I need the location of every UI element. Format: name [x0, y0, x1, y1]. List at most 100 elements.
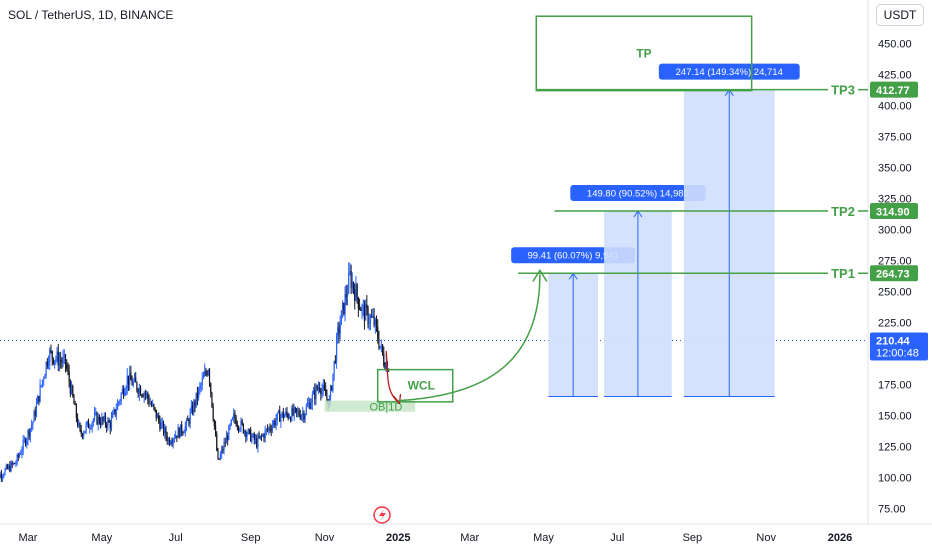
- candle-body: [223, 442, 225, 451]
- candle-body: [335, 336, 338, 363]
- candle-body: [161, 422, 163, 424]
- candle-body: [86, 421, 88, 425]
- candle-body: [188, 420, 190, 424]
- y-tick-label: 325.00: [878, 194, 912, 206]
- candle-body: [32, 422, 34, 426]
- candle-body: [293, 407, 295, 415]
- last-price-tag: [870, 332, 928, 361]
- candle-body: [337, 327, 339, 337]
- candle-body: [200, 384, 202, 387]
- candle-body: [153, 404, 155, 408]
- candle-body: [343, 302, 345, 314]
- candle-body: [222, 449, 224, 451]
- candle-body: [123, 389, 125, 396]
- candle-body: [136, 382, 138, 391]
- candle-body: [202, 376, 205, 379]
- lightning-icon[interactable]: [373, 506, 391, 524]
- candle-body: [338, 327, 340, 334]
- candle-body: [27, 430, 29, 440]
- candle-body: [1, 476, 4, 478]
- y-tick-label: 100.00: [878, 473, 912, 485]
- candle-body: [298, 411, 300, 416]
- x-tick-label: Sep: [683, 532, 703, 544]
- y-tick-label: 150.00: [878, 411, 912, 423]
- candle-body: [380, 344, 382, 347]
- candle-body: [316, 386, 318, 390]
- candle-body: [368, 322, 370, 324]
- symbol-title: SOL / TetherUS, 1D, BINANCE: [8, 8, 174, 22]
- candle-body: [369, 316, 372, 323]
- candle-body: [164, 428, 166, 434]
- candle-body: [218, 458, 220, 460]
- candle-body: [375, 319, 378, 327]
- candle-body: [361, 306, 363, 311]
- candle-body: [129, 372, 131, 385]
- candle-body: [26, 439, 28, 445]
- candle-body: [162, 422, 165, 434]
- candle-body: [100, 422, 102, 425]
- candle-body: [305, 406, 307, 415]
- candle-body: [358, 308, 361, 310]
- candle-body: [190, 405, 192, 413]
- candle-body: [281, 411, 283, 416]
- candle-body: [329, 386, 332, 400]
- candle-body: [210, 383, 212, 393]
- candle-body: [204, 371, 206, 377]
- candle-body: [211, 392, 213, 407]
- y-tick-label: 125.00: [878, 442, 912, 454]
- candle-body: [326, 395, 328, 400]
- candle-body: [317, 387, 320, 390]
- candle-body: [187, 419, 189, 421]
- candle-body: [181, 424, 183, 433]
- small-arrow-head: [393, 394, 402, 405]
- candle-body: [137, 390, 139, 394]
- candle-body: [44, 375, 46, 379]
- x-tick-label: Jul: [610, 532, 624, 544]
- candle-body: [302, 412, 304, 416]
- candle-body: [61, 361, 63, 363]
- candle-body: [279, 410, 281, 422]
- y-tick-label: 275.00: [878, 256, 912, 268]
- candle-body: [107, 420, 109, 428]
- candle-body: [20, 453, 22, 455]
- candle-body: [246, 434, 248, 437]
- candle-body: [112, 412, 114, 418]
- candle-body: [229, 424, 231, 426]
- candle-body: [183, 432, 185, 434]
- small-curved-arrow[interactable]: [385, 350, 400, 404]
- currency-button[interactable]: USDT: [876, 4, 924, 26]
- candle-body: [131, 380, 133, 386]
- candle-body: [80, 430, 82, 434]
- candle-body: [194, 401, 196, 406]
- candle-body: [312, 390, 315, 395]
- candle-body: [22, 439, 24, 451]
- candle-body: [67, 368, 69, 372]
- candle-body: [299, 415, 301, 419]
- wcl-box[interactable]: [376, 368, 454, 403]
- candle-body: [231, 417, 234, 420]
- candle-body: [286, 411, 288, 415]
- candle-body: [64, 354, 67, 365]
- candle-body: [199, 386, 201, 389]
- candle-body: [125, 387, 127, 393]
- candle-body: [265, 429, 267, 431]
- candle-body: [227, 436, 229, 440]
- x-tick-label: May: [533, 532, 554, 544]
- candle-body: [115, 409, 117, 415]
- candle-body: [242, 423, 245, 433]
- candle-body: [179, 424, 182, 438]
- candle-body: [245, 430, 247, 437]
- ob-zone[interactable]: [324, 400, 416, 412]
- candle-body: [78, 423, 80, 426]
- candle-body: [17, 455, 19, 457]
- candle-body: [11, 462, 13, 465]
- candle-body: [258, 436, 260, 438]
- candle-body: [45, 361, 47, 376]
- tp-box[interactable]: [535, 15, 753, 92]
- candle-body: [96, 412, 98, 425]
- candle-body: [214, 426, 217, 435]
- big-curved-arrow[interactable]: [398, 274, 541, 402]
- candle-body: [178, 427, 180, 438]
